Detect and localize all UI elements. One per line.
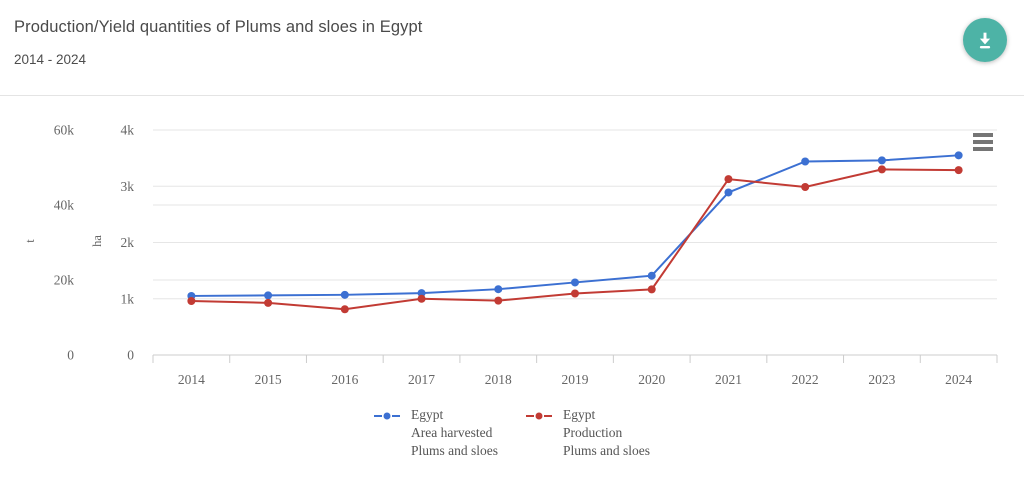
y-axis-tick-label: 4k (121, 123, 135, 138)
series-line[interactable] (191, 168, 959, 311)
hamburger-icon (973, 147, 993, 151)
data-point[interactable] (340, 305, 349, 314)
download-button[interactable] (963, 18, 1007, 62)
x-axis-label: 2022 (792, 372, 819, 387)
data-point[interactable] (801, 157, 810, 166)
legend-label-line: Production (563, 425, 623, 440)
legend-label: Egypt Area harvested Plums and sloes (411, 406, 498, 460)
y-axis-tick-label: 40k (54, 198, 75, 213)
chart-header: Production/Yield quantities of Plums and… (0, 0, 1024, 95)
data-point[interactable] (494, 296, 503, 305)
y-axis-tick-label: 20k (54, 273, 75, 288)
x-axis-label: 2018 (485, 372, 512, 387)
x-axis-label: 2023 (868, 372, 895, 387)
data-point[interactable] (494, 285, 503, 294)
series-t[interactable] (187, 165, 963, 314)
y-axis-tick-label: 60k (54, 123, 75, 138)
legend-label: Egypt Production Plums and sloes (563, 406, 650, 460)
legend-marker-icon (526, 412, 552, 420)
x-axis-label: 2021 (715, 372, 742, 387)
legend-label-line: Egypt (563, 407, 596, 422)
data-point[interactable] (647, 285, 656, 294)
data-point[interactable] (340, 290, 349, 299)
y-axis-tick-label: 3k (121, 179, 135, 194)
legend-label-line: Plums and sloes (410, 443, 498, 458)
data-point[interactable] (647, 271, 656, 280)
y-axis-title: ha (90, 235, 104, 247)
legend-item[interactable]: Egypt Production Plums and sloes (526, 406, 650, 460)
chart-legend: Egypt Area harvested Plums and sloes Egypt P… (0, 406, 1024, 460)
chart-context-menu-button[interactable] (969, 129, 997, 155)
series-line[interactable] (191, 154, 959, 297)
chart-area: 2014 2015 2016 2017 2018 2019 2020 2021 2022 2023… (0, 95, 1024, 497)
x-axis-label: 2019 (562, 372, 589, 387)
data-point[interactable] (417, 294, 426, 303)
legend-item[interactable]: Egypt Area harvested Plums and sloes (373, 406, 498, 460)
data-point[interactable] (571, 278, 579, 287)
legend-label-line: Plums and sloes (563, 443, 651, 458)
legend-label-line: Area harvested (410, 425, 493, 440)
x-axis-label: 2016 (331, 372, 358, 387)
legend-marker-icon (373, 412, 400, 420)
data-point[interactable] (954, 151, 963, 160)
series-ha[interactable] (187, 151, 963, 300)
hamburger-icon (973, 140, 993, 144)
data-point[interactable] (724, 175, 733, 184)
data-point[interactable] (877, 165, 886, 174)
x-axis-label: 2014 (178, 372, 205, 387)
data-point[interactable] (877, 156, 886, 165)
data-point[interactable] (571, 289, 579, 298)
data-point[interactable] (264, 291, 273, 300)
y-axis-tick-label: 2k (121, 235, 135, 250)
x-axis-label: 2020 (638, 372, 665, 387)
header-divider (0, 95, 1024, 96)
y-axis-tick-label: 1k (121, 291, 135, 306)
x-axis-label: 2017 (408, 372, 435, 387)
x-axis-label: 2015 (255, 372, 282, 387)
y-axis-tick-label: 0 (67, 348, 74, 363)
data-point[interactable] (801, 183, 810, 191)
download-icon (979, 32, 991, 49)
data-point[interactable] (264, 298, 273, 307)
chart-subtitle: 2014 - 2024 (14, 52, 87, 67)
line-chart: 2014 2015 2016 2017 2018 2019 2020 2021 2022 2023… (23, 123, 998, 387)
y-axis-title: t (23, 239, 37, 243)
x-axis-label: 2024 (945, 372, 972, 387)
data-point[interactable] (954, 166, 963, 175)
data-point[interactable] (187, 297, 196, 305)
legend-label-line: Egypt (410, 407, 444, 422)
page-title: Production/Yield quantities of Plums and… (14, 18, 423, 36)
data-point[interactable] (417, 289, 426, 298)
hamburger-icon (973, 133, 993, 137)
y-axis-tick-label: 0 (127, 348, 134, 363)
data-point[interactable] (724, 188, 733, 197)
